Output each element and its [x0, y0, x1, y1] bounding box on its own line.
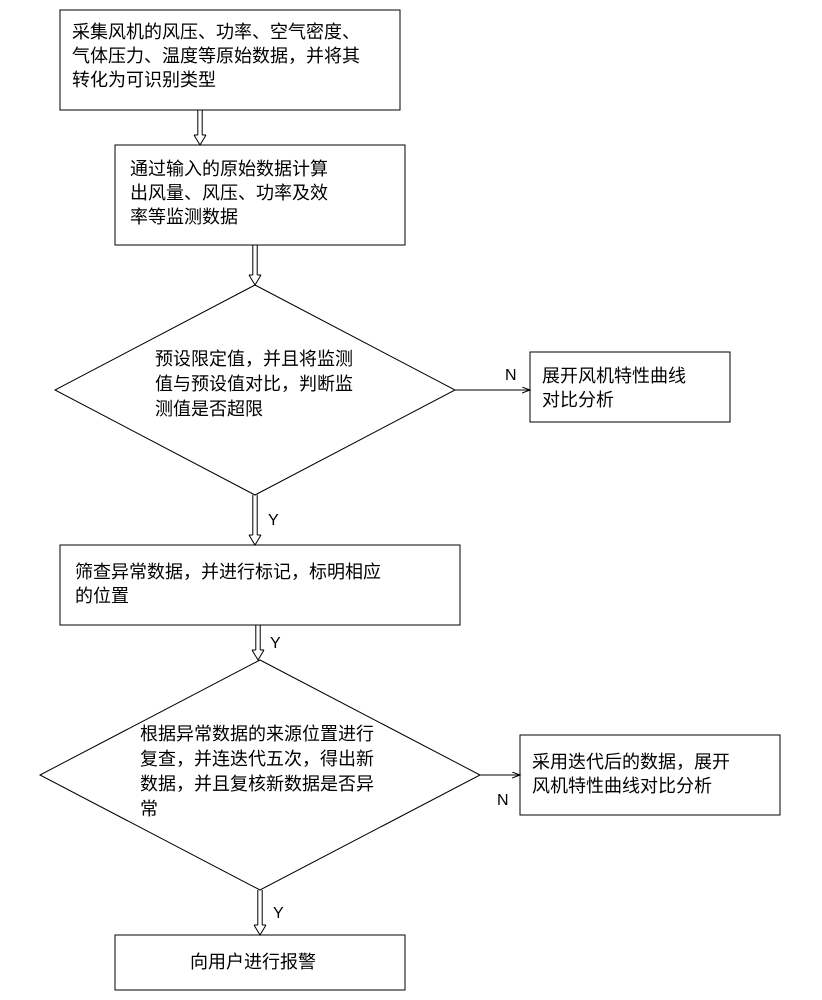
n3: 展开风机特性曲线对比分析 — [530, 352, 730, 422]
node-text: 预设限定值，并且将监测 — [155, 349, 353, 369]
node-text: 的位置 — [75, 586, 129, 606]
e2 — [249, 245, 261, 285]
d1: 预设限定值，并且将监测值与预设值对比，判断监测值是否超限 — [55, 285, 455, 495]
node-text: 数据，并且复核新数据是否异 — [140, 774, 374, 794]
node-text: 展开风机特性曲线 — [542, 366, 686, 386]
e5: Y — [252, 625, 281, 660]
node-text: 采集风机的风压、功率、空气密度、 — [72, 22, 360, 42]
flowchart-canvas: 采集风机的风压、功率、空气密度、气体压力、温度等原始数据，并将其转化为可识别类型… — [0, 0, 822, 1000]
node-text: 转化为可识别类型 — [72, 70, 216, 90]
e7: Y — [254, 890, 284, 935]
node-text: 向用户进行报警 — [190, 952, 316, 972]
node-text: 采用迭代后的数据，展开 — [532, 752, 730, 772]
edge-label: N — [497, 792, 509, 809]
node-text: 常 — [140, 799, 158, 819]
e6: N — [480, 775, 520, 809]
node-text: 出风量、风压、功率及效 — [130, 183, 328, 203]
edge-label: Y — [273, 905, 284, 922]
node-text: 筛查异常数据，并进行标记，标明相应 — [75, 562, 381, 582]
n6: 向用户进行报警 — [115, 935, 405, 990]
edge-label: N — [505, 367, 517, 384]
node-text: 风机特性曲线对比分析 — [532, 776, 712, 796]
node-text: 气体压力、温度等原始数据，并将其 — [72, 46, 360, 66]
node-text: 通过输入的原始数据计算 — [130, 159, 328, 179]
n2: 通过输入的原始数据计算出风量、风压、功率及效率等监测数据 — [115, 145, 405, 245]
node-text: 值与预设值对比，判断监 — [155, 374, 353, 394]
node-text: 复查，并连迭代五次，得出新 — [140, 749, 374, 769]
node-text: 根据异常数据的来源位置进行 — [140, 724, 374, 744]
edge-label: Y — [270, 635, 281, 652]
n5: 采用迭代后的数据，展开风机特性曲线对比分析 — [520, 735, 780, 815]
edge-label: Y — [268, 512, 279, 529]
n4: 筛查异常数据，并进行标记，标明相应的位置 — [60, 545, 460, 625]
node-text: 对比分析 — [542, 390, 614, 410]
node-text: 率等监测数据 — [130, 207, 238, 227]
e1 — [194, 110, 206, 145]
e3: N — [455, 367, 530, 390]
d2: 根据异常数据的来源位置进行复查，并连迭代五次，得出新数据，并且复核新数据是否异常 — [40, 660, 480, 890]
e4: Y — [249, 495, 279, 545]
node-text: 测值是否超限 — [155, 399, 263, 419]
n1: 采集风机的风压、功率、空气密度、气体压力、温度等原始数据，并将其转化为可识别类型 — [60, 10, 400, 110]
